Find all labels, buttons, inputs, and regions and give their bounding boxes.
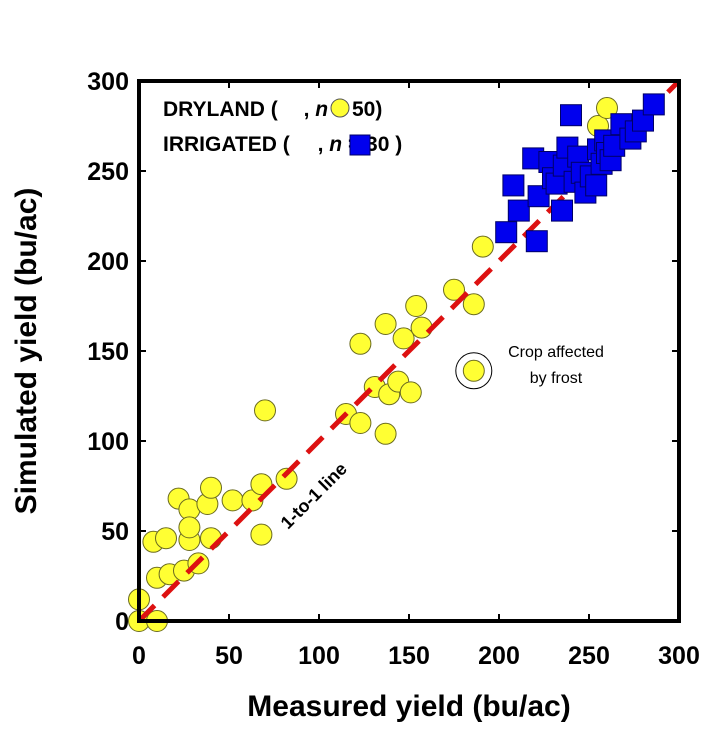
dryland-point: [254, 399, 276, 422]
y-tick-label: 250: [87, 158, 129, 186]
y-tick-label: 100: [87, 428, 129, 456]
dryland-point: [374, 422, 397, 445]
dryland-point: [399, 381, 422, 404]
irrigated-point: [585, 174, 608, 197]
irrigated-point: [642, 93, 665, 116]
dryland-point: [405, 295, 428, 317]
irrigated-point: [495, 221, 518, 244]
dryland-point: [443, 278, 465, 301]
irrigated-point: [560, 104, 582, 127]
y-tick-label: 150: [87, 338, 129, 366]
legend: DRYLAND ( , n = 50) IRRIGATED ( , n = 30…: [163, 98, 402, 156]
dryland-point: [471, 235, 494, 258]
irrigated-point: [525, 230, 548, 253]
irrigated-point: [551, 199, 573, 222]
y-tick-label: 0: [115, 608, 129, 636]
y-tick-label: 200: [87, 248, 129, 276]
frost-annotation-line1: Crop affected: [508, 344, 604, 361]
dryland-point: [392, 327, 415, 350]
dryland-point: [250, 523, 273, 546]
dryland-point: [200, 476, 222, 499]
dryland-point: [462, 293, 485, 316]
y-tick-label: 50: [101, 518, 129, 546]
x-tick-label: 50: [215, 642, 243, 670]
frost-annotation: Crop affected by frost: [455, 344, 604, 390]
dryland-point: [349, 412, 372, 434]
axis-ticks: 0 50 100 150 200 250 300 0 50 100 150 200 250 300: [87, 68, 700, 670]
y-axis-title: Simulated yield (bu/ac): [10, 188, 43, 515]
dryland-point: [462, 359, 485, 382]
legend-dryland-label: DRYLAND ( , n = 50): [163, 98, 382, 121]
irrigated-point: [507, 199, 530, 222]
dryland-point: [374, 313, 397, 335]
x-tick-label: 250: [568, 642, 610, 670]
x-tick-label: 0: [132, 642, 146, 670]
dryland-point: [275, 467, 298, 490]
frost-highlight-ring: [455, 352, 493, 390]
x-tick-label: 200: [478, 642, 520, 670]
dryland-point: [250, 473, 273, 496]
x-tick-label: 300: [658, 642, 700, 670]
frost-annotation-line2: by frost: [530, 370, 583, 387]
y-tick-label: 300: [87, 68, 129, 96]
x-tick-label: 150: [388, 642, 430, 670]
dryland-point: [221, 489, 244, 512]
legend-dryland-marker: [330, 98, 350, 118]
x-tick-label: 100: [298, 642, 340, 670]
chart-marks: [128, 79, 681, 632]
irrigated-point: [527, 185, 550, 208]
legend-irrigated-marker: [349, 134, 371, 156]
irrigated-point: [502, 174, 525, 197]
dryland-point: [178, 516, 201, 539]
dryland-point: [155, 527, 177, 550]
one-to-one-line: [137, 79, 681, 623]
dryland-point: [349, 332, 372, 355]
x-axis-title: Measured yield (bu/ac): [247, 690, 570, 723]
